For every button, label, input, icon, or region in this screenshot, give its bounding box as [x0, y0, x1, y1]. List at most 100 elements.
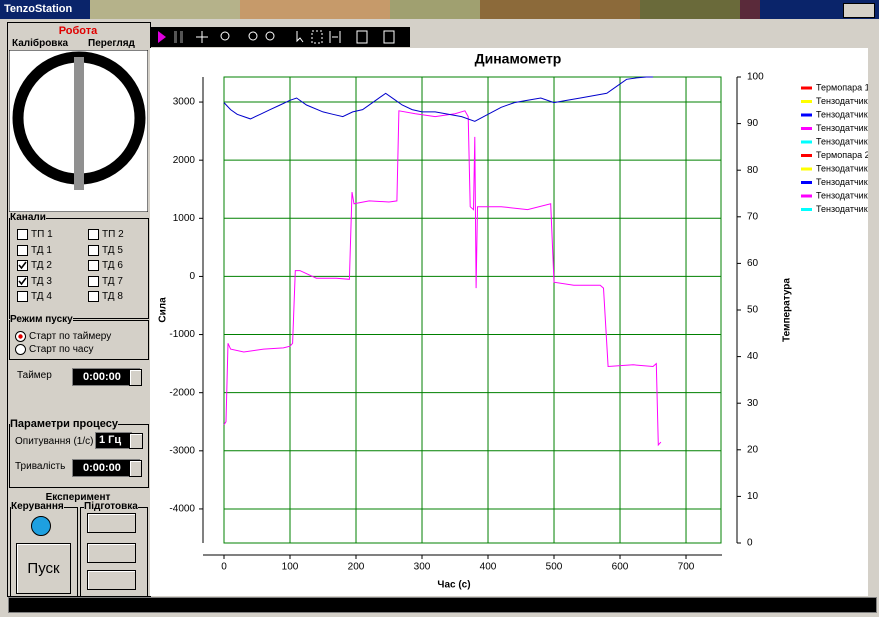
- tab[interactable]: Калібровка: [12, 38, 69, 49]
- checkbox-label: ТД 7: [102, 275, 123, 287]
- check-mark: [18, 261, 27, 270]
- y-tick-label: -2000: [169, 387, 195, 398]
- x-tick-label: 100: [282, 562, 299, 573]
- checkbox[interactable]: [17, 275, 28, 287]
- group-title: Підготовка: [84, 501, 138, 512]
- chart: Динамометр Час (с) Сила Температура 0 100…: [158, 51, 868, 591]
- y2-tick-label: 80: [747, 165, 759, 176]
- checkbox[interactable]: [17, 244, 28, 256]
- y2-tick-label: 50: [747, 305, 759, 316]
- legend-label: Тензодатчик: [816, 177, 868, 187]
- x-tick-label: 400: [480, 562, 497, 573]
- y2-tick-label: 100: [747, 72, 764, 83]
- legend-label: Тензодатчик: [816, 204, 868, 214]
- legend-label: Тензодатчик: [816, 136, 868, 146]
- y-tick-label: 2000: [173, 155, 196, 166]
- start-button[interactable]: Пуск: [16, 543, 71, 594]
- open-button[interactable]: [87, 570, 136, 590]
- title-bar: [0, 0, 879, 19]
- channels-group: [9, 218, 149, 319]
- spinner[interactable]: [129, 460, 142, 477]
- plot-frame: [223, 76, 722, 544]
- checkbox[interactable]: [17, 291, 28, 302]
- group-title: Канали: [10, 212, 46, 223]
- radio[interactable]: [15, 331, 26, 342]
- checkbox-label: ТД 2: [31, 260, 52, 271]
- prep-button[interactable]: [87, 513, 136, 533]
- checkbox-label: ТД 3: [31, 275, 52, 287]
- y-axis-label: Сила: [158, 297, 169, 323]
- checkbox-label: ТД 1: [31, 244, 52, 256]
- group-title: Керування: [11, 501, 64, 512]
- y2-tick-label: 30: [747, 398, 759, 409]
- spinner[interactable]: [129, 369, 142, 386]
- y2-tick-label: 20: [747, 444, 759, 455]
- checkbox-label: ТД 8: [102, 291, 123, 302]
- y-tick-label: 3000: [173, 97, 196, 108]
- checkbox-label: ТД 5: [102, 244, 123, 256]
- y-tick-label: -3000: [169, 445, 195, 456]
- checkbox[interactable]: [88, 275, 99, 287]
- timer-label: Таймер: [17, 370, 52, 381]
- checkbox-label: ТП 2: [102, 229, 124, 240]
- x-tick-label: 700: [678, 562, 695, 573]
- y-tick-label: -4000: [169, 504, 195, 515]
- y-tick-label: 1000: [173, 213, 196, 224]
- legend-label: Тензодатчик: [816, 190, 868, 200]
- x-tick-label: 200: [348, 562, 365, 573]
- checkbox-label: ТП 1: [31, 229, 53, 240]
- x-tick-label: 600: [612, 562, 629, 573]
- x-tick-label: 500: [546, 562, 563, 573]
- y2-tick-label: 70: [747, 211, 759, 222]
- checkbox-label: ТД 4: [31, 291, 52, 302]
- y2-tick-label: 60: [747, 258, 759, 269]
- polling-label: Опитування (1/с): [15, 436, 94, 447]
- y-tick-label: -1000: [169, 329, 195, 340]
- checkbox[interactable]: [88, 229, 99, 240]
- checkbox[interactable]: [88, 291, 99, 302]
- x-axis-label: Час (с): [437, 580, 470, 591]
- radio-label: Старт по таймеру: [29, 331, 112, 342]
- group-title: Режим пуску: [10, 314, 73, 325]
- x-tick-label: 300: [414, 562, 431, 573]
- duration-input[interactable]: 0:00:00: [72, 459, 140, 477]
- duration-label: Тривалість: [15, 461, 66, 472]
- radio-dot: [18, 334, 23, 339]
- status-icon: [31, 516, 51, 536]
- legend-label: Термопара 1: [816, 82, 868, 92]
- save-button[interactable]: [87, 543, 136, 563]
- y2-tick-label: 10: [747, 491, 759, 502]
- radio[interactable]: [15, 344, 26, 355]
- toolbar-icons[interactable]: [150, 27, 410, 47]
- legend-label: Тензодатчик: [816, 109, 868, 119]
- checkbox[interactable]: [88, 244, 99, 256]
- checkbox[interactable]: [17, 229, 28, 240]
- legend-label: Тензодатчик: [816, 163, 868, 173]
- y2-tick-label: 40: [747, 351, 759, 362]
- window-controls[interactable]: [843, 3, 875, 18]
- timer-input[interactable]: 0:00:00: [72, 368, 140, 386]
- data-line: [223, 110, 662, 447]
- x-tick-label: 0: [221, 562, 227, 573]
- y2-tick-label: 90: [747, 118, 759, 129]
- chart-area: [150, 48, 868, 596]
- tab[interactable]: Перегляд: [88, 38, 135, 49]
- toolbar: [150, 27, 410, 47]
- scrollbar[interactable]: [8, 597, 877, 613]
- polling-select[interactable]: 1 Гц: [95, 432, 132, 449]
- dropdown[interactable]: [129, 433, 143, 449]
- window-title: TenzoStation: [4, 3, 73, 15]
- gauge: [9, 50, 148, 212]
- y-tick-label: 0: [189, 271, 195, 282]
- y2-tick-label: 0: [747, 538, 753, 549]
- y2-axis-label: Температура: [782, 278, 793, 342]
- experiment-title: Експеримент: [45, 492, 111, 503]
- data-line: [223, 76, 653, 122]
- checkbox[interactable]: [88, 260, 99, 271]
- legend-label: Тензодатчик: [816, 123, 868, 133]
- start-mode-group: [9, 320, 149, 360]
- chart-title: Динамометр: [475, 51, 562, 67]
- checkbox[interactable]: [17, 260, 28, 271]
- mode-label: Робота: [58, 25, 98, 37]
